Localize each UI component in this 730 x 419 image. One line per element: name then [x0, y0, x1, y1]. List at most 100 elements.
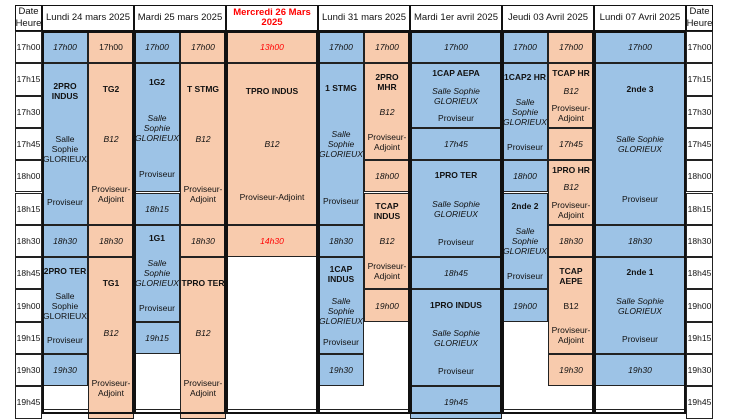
class-name: 1CAP AEPA	[432, 68, 480, 79]
day-header: Jeudi 03 Avril 2025	[502, 5, 594, 31]
supervisor-label: Proviseur	[438, 236, 474, 247]
room-label: Salle Sophie GLORIEUX	[135, 258, 179, 289]
class-name: 1CAP INDUS	[327, 263, 355, 284]
time-marker-cell: 18h30	[42, 224, 88, 258]
class-name: 2nde 3	[626, 84, 654, 95]
date-heure-header: Date Heure	[15, 5, 42, 31]
session-block: TCAP HR B12 Proviseur-Adjoint	[548, 63, 594, 128]
time-marker: 17h00	[375, 42, 399, 53]
time-marker-cell: 19h00	[364, 289, 410, 322]
time-marker-cell: 17h00	[502, 31, 548, 64]
time-label: 19h30	[687, 365, 712, 376]
class-name: TG2	[102, 84, 120, 95]
time-marker-cell: 17h00	[88, 31, 134, 64]
time-marker-cell: 18h30	[548, 224, 594, 258]
class-name: 1PRO TER	[434, 170, 478, 181]
day-header: Lundi 24 mars 2025	[42, 5, 134, 31]
time-marker-cell: 19h30	[318, 354, 364, 387]
time-marker: 19h45	[444, 397, 468, 408]
time-marker: 17h45	[444, 139, 468, 150]
time-marker-cell: 19h00	[502, 289, 548, 322]
time-label: 18h30	[16, 235, 41, 246]
room-label: B12	[103, 134, 119, 145]
supervisor-label: Proviseur-Adjoint	[91, 377, 131, 398]
time-marker: 19h00	[375, 300, 399, 311]
supervisor-label: Proviseur-Adjoint	[183, 183, 223, 204]
class-name: T STMG	[186, 84, 220, 95]
time-label: 17h15	[687, 74, 712, 85]
date-label: Date	[18, 6, 39, 17]
supervisor-label: Proviseur	[622, 333, 658, 344]
class-name: TPRO TER	[181, 278, 225, 288]
day-header: Mercredi 26 Mars 2025	[226, 5, 318, 31]
time-slot: 17h15	[15, 63, 42, 96]
supervisor-label: Proviseur-Adjoint	[183, 377, 223, 398]
supervisor-label: Proviseur-Adjoint	[239, 192, 305, 203]
supervisor-label: Proviseur	[438, 113, 474, 124]
session-block: 1PRO TER Salle Sophie GLORIEUX Proviseur	[410, 160, 502, 258]
room-label: B12	[379, 106, 395, 117]
class-name: 1PRO HR	[552, 164, 590, 175]
time-marker: 17h00	[99, 42, 123, 53]
time-slot: 19h00	[686, 289, 713, 322]
time-slot: 18h45	[15, 257, 42, 290]
time-marker: 18h30	[99, 235, 123, 246]
time-marker: 19h30	[53, 365, 77, 376]
class-name: 1PRO INDUS	[430, 299, 482, 310]
time-label: 17h45	[16, 139, 41, 150]
class-name: TCAP INDUS	[373, 200, 401, 221]
time-label: 18h45	[687, 268, 712, 279]
supervisor-label: Proviseur-Adjoint	[367, 260, 407, 281]
time-marker: 19h00	[513, 300, 537, 311]
time-marker-cell: 18h30	[318, 224, 364, 258]
time-slot: 19h00	[15, 289, 42, 322]
time-label: 17h45	[687, 139, 712, 150]
time-marker-cell: 19h15	[134, 321, 180, 354]
supervisor-label: Proviseur-Adjoint	[367, 131, 407, 152]
time-label: 19h00	[16, 300, 41, 311]
day-header-label: Mercredi 26 Mars 2025	[233, 7, 311, 28]
time-marker-cell: 19h30	[548, 354, 594, 387]
session-block: 2PRO MHR B12 Proviseur-Adjoint	[364, 63, 410, 161]
time-marker: 17h00	[513, 42, 537, 53]
room-label: B12	[264, 139, 280, 150]
session-block: 1G1 Salle Sophie GLORIEUX Proviseur	[134, 224, 180, 322]
supervisor-label: Proviseur	[323, 195, 359, 206]
room-label: Salle Sophie GLORIEUX	[432, 198, 480, 219]
class-name: 1G1	[148, 233, 166, 244]
time-label: 17h00	[687, 42, 712, 53]
session-block: 2nde 3 Salle Sophie GLORIEUX Proviseur	[594, 63, 686, 225]
time-marker-cell: 14h30	[226, 224, 318, 258]
room-label: Salle Sophie GLORIEUX	[503, 96, 547, 127]
session-block: TPRO INDUS B12 Proviseur-Adjoint	[226, 63, 318, 225]
day-header-label: Mardi 1er avril 2025	[414, 12, 498, 23]
time-slot: 18h15	[686, 192, 713, 225]
time-slot: 17h45	[686, 127, 713, 161]
class-name: TCAP HR	[552, 68, 590, 79]
time-marker: 19h30	[329, 365, 353, 376]
class-name: TPRO INDUS	[245, 85, 299, 96]
room-label: Salle Sophie GLORIEUX	[432, 327, 480, 348]
time-marker: 18h45	[444, 268, 468, 279]
supervisor-label: Proviseur	[507, 141, 543, 152]
time-marker: 18h30	[53, 235, 77, 246]
time-marker: 17h00	[559, 42, 583, 53]
class-name: 2PRO MHR	[375, 71, 399, 92]
heure-label: Heure	[686, 18, 713, 29]
session-block: 1CAP INDUS Salle Sophie GLORIEUX Proviseur	[318, 257, 364, 354]
class-name: TG1	[102, 278, 120, 288]
session-block: 1PRO INDUS Salle Sophie GLORIEUX Proviseur	[410, 289, 502, 387]
session-block: T STMG B12 Proviseur-Adjoint	[180, 63, 226, 225]
supervisor-label: Proviseur-Adjoint	[551, 103, 591, 124]
time-slot: 17h00	[686, 31, 713, 64]
supervisor-label: Proviseur	[507, 270, 543, 281]
room-label: B12	[563, 85, 579, 96]
supervisor-label: Proviseur	[47, 197, 83, 208]
time-marker: 18h30	[191, 235, 215, 246]
day-header-label: Jeudi 03 Avril 2025	[507, 12, 589, 23]
session-block: TG1 B12 Proviseur-Adjoint	[88, 257, 134, 419]
supervisor-label: Proviseur-Adjoint	[551, 200, 591, 221]
day-header-label: Lundi 07 Avril 2025	[599, 12, 681, 23]
heure-label: Heure	[15, 18, 42, 29]
room-label: Salle Sophie GLORIEUX	[135, 112, 179, 143]
